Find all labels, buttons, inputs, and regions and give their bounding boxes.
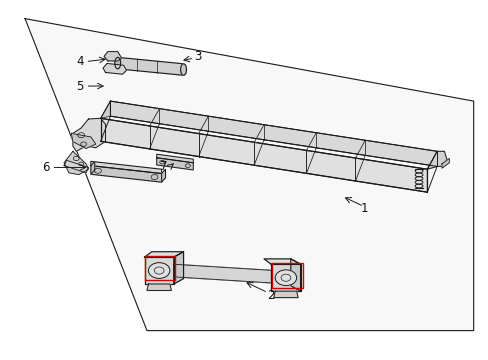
Polygon shape xyxy=(157,158,193,170)
Polygon shape xyxy=(147,284,171,291)
Bar xyxy=(271,263,302,288)
Polygon shape xyxy=(91,161,95,174)
Text: 3: 3 xyxy=(194,50,202,63)
Polygon shape xyxy=(103,63,126,74)
Polygon shape xyxy=(25,19,473,330)
Polygon shape xyxy=(73,118,105,151)
Polygon shape xyxy=(161,169,165,182)
Polygon shape xyxy=(271,264,300,291)
Polygon shape xyxy=(157,154,193,163)
Text: 2: 2 xyxy=(267,289,275,302)
Ellipse shape xyxy=(115,57,121,69)
Polygon shape xyxy=(91,161,161,174)
Polygon shape xyxy=(71,134,96,148)
Polygon shape xyxy=(118,57,183,75)
Polygon shape xyxy=(144,252,183,257)
Polygon shape xyxy=(64,151,88,175)
Polygon shape xyxy=(144,257,173,284)
Polygon shape xyxy=(91,166,161,182)
Polygon shape xyxy=(427,151,436,169)
Polygon shape xyxy=(110,101,436,166)
Text: 6: 6 xyxy=(42,161,50,174)
Text: 4: 4 xyxy=(76,55,83,68)
Polygon shape xyxy=(427,151,446,169)
Polygon shape xyxy=(273,291,298,298)
Polygon shape xyxy=(441,158,448,168)
Text: 7: 7 xyxy=(160,160,167,173)
Ellipse shape xyxy=(180,64,186,75)
Text: 5: 5 xyxy=(76,80,83,93)
Polygon shape xyxy=(64,160,88,173)
Polygon shape xyxy=(173,264,271,283)
Polygon shape xyxy=(264,259,300,264)
Circle shape xyxy=(148,263,169,278)
Bar xyxy=(144,256,175,280)
Polygon shape xyxy=(101,101,110,118)
Text: 1: 1 xyxy=(360,202,367,215)
Polygon shape xyxy=(104,51,122,61)
Circle shape xyxy=(275,270,296,285)
Polygon shape xyxy=(101,118,427,192)
Polygon shape xyxy=(173,252,183,284)
Polygon shape xyxy=(290,259,300,291)
